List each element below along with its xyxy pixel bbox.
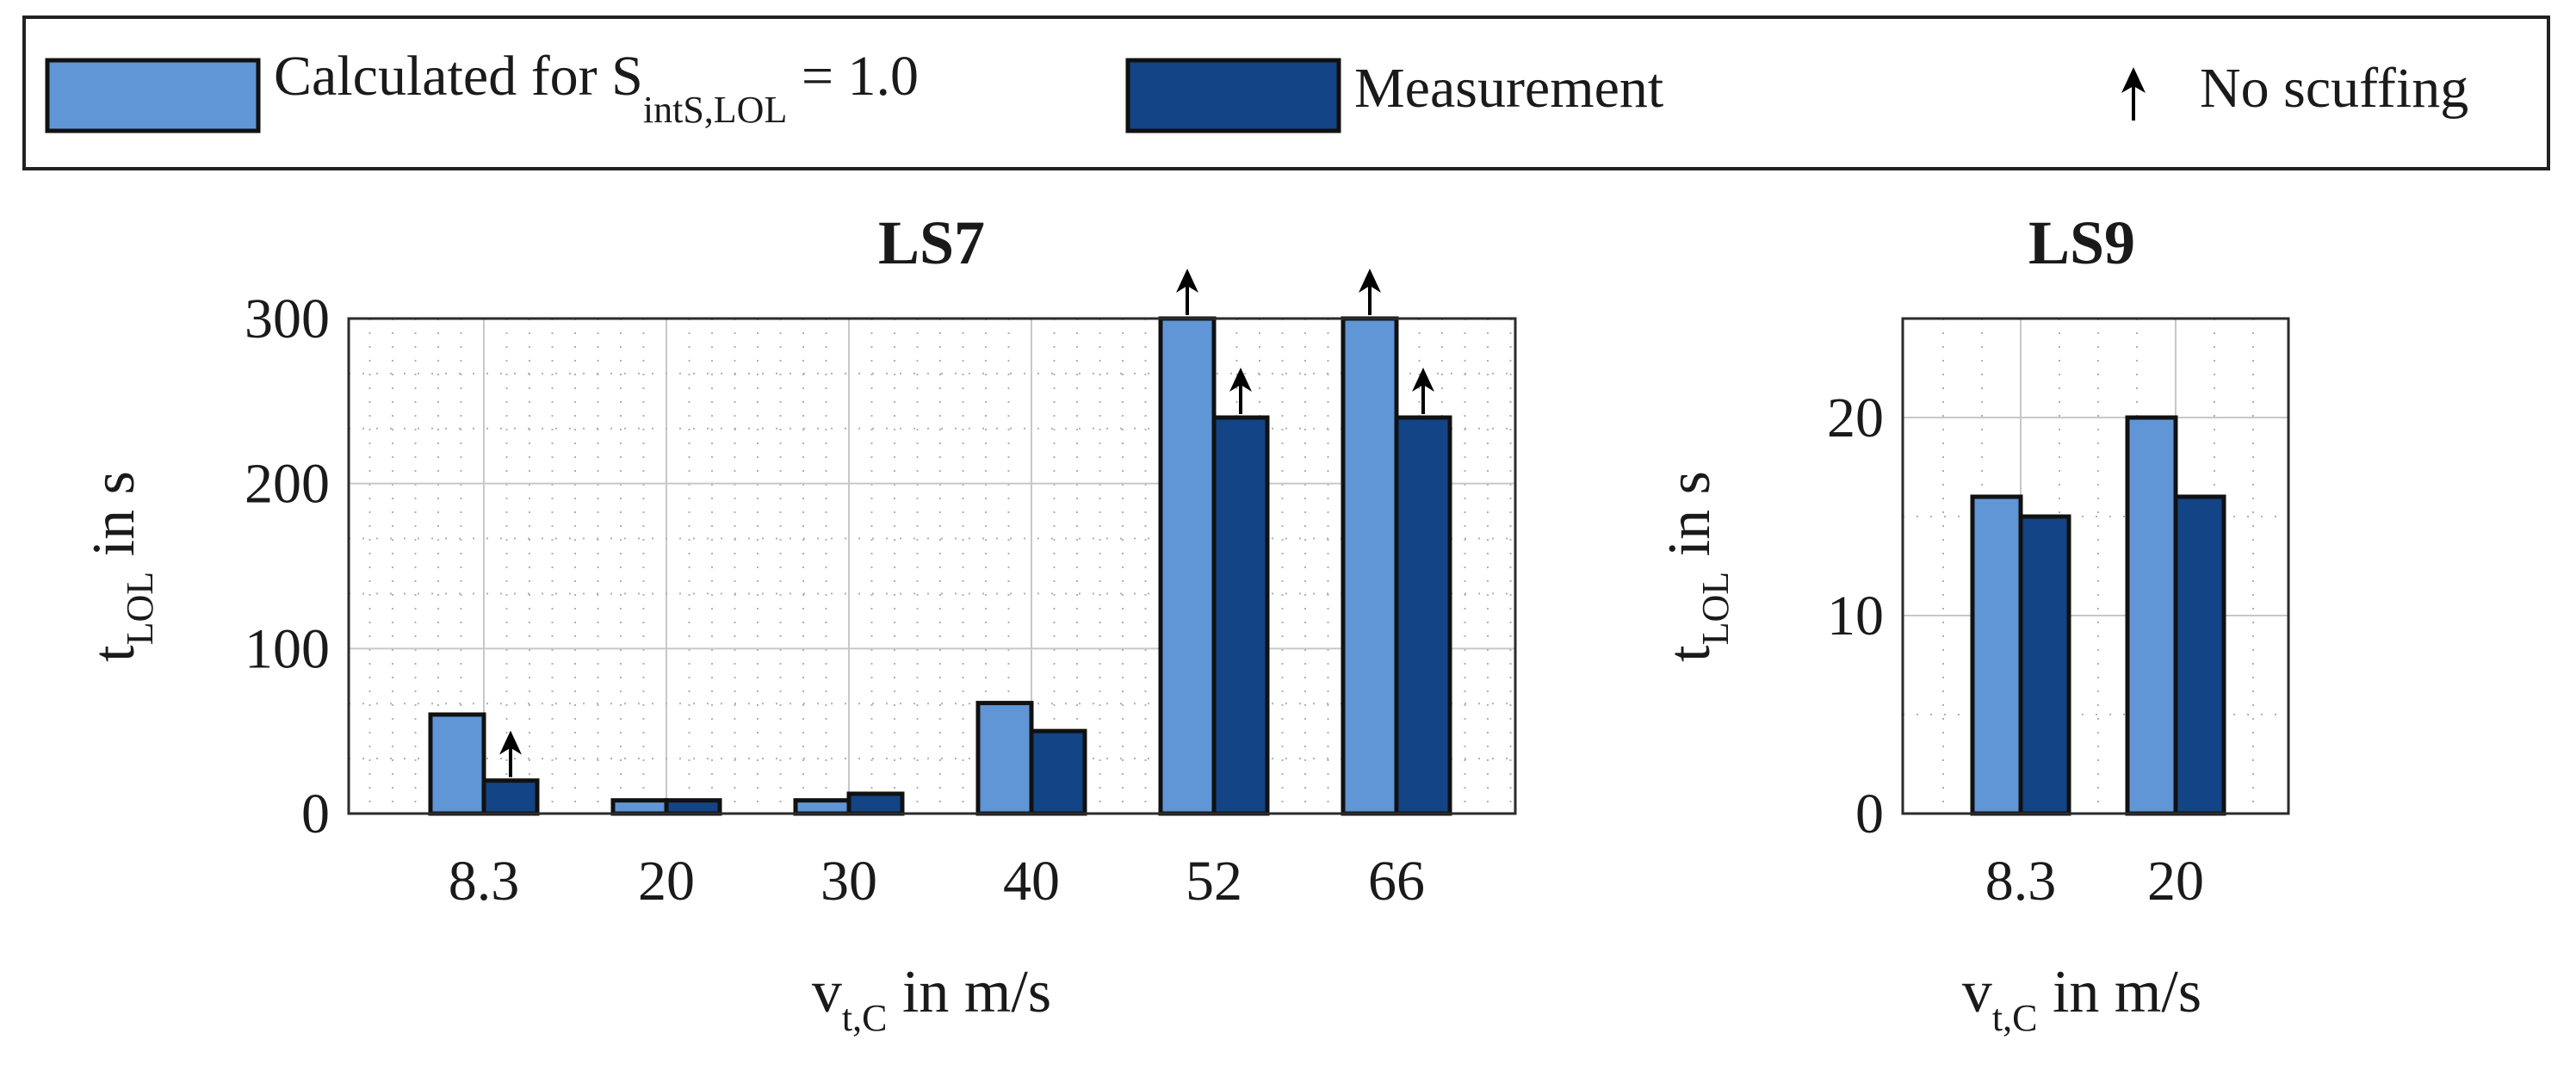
chart-ls7: LS7 0 100 200 300 8.3 20 30 40 52 66 tLOL in s v…	[81, 208, 1517, 1039]
x-tick-label: 52	[1186, 850, 1242, 913]
y-tick-label: 0	[1855, 783, 1884, 845]
chart-ls7-grid	[349, 319, 1515, 814]
chart-ls7-ylabel: tLOL in s	[81, 471, 161, 662]
y-tick-label: 100	[245, 617, 330, 680]
y-tick-label: 200	[245, 453, 330, 516]
legend-label-calculated: Calculated for SintS,LOL = 1.0	[274, 45, 919, 131]
chart-ls9-bars	[1970, 415, 2226, 816]
y-tick-label: 300	[245, 288, 330, 350]
bar-calculated-20	[2125, 415, 2178, 816]
bar-calculated-8.3	[428, 712, 486, 816]
y-tick-label: 10	[1827, 585, 1884, 647]
x-tick-label: 8.3	[1985, 850, 2057, 913]
chart-ls9-title: LS9	[2028, 208, 2135, 277]
bar-measurement-52	[1211, 415, 1270, 816]
bar-measurement-20	[664, 798, 722, 816]
bar-measurement-20	[2173, 494, 2226, 816]
x-tick-label: 20	[638, 850, 695, 913]
chart-ls7-yticks: 0 100 200 300	[245, 288, 330, 845]
chart-ls7-title: LS7	[878, 208, 985, 277]
chart-ls9-yticks: 0 10 20	[1827, 387, 1884, 845]
chart-ls9-grid	[1903, 319, 2288, 814]
chart-ls7-xticks: 8.3 20 30 40 52 66	[449, 850, 1425, 913]
x-tick-label: 30	[820, 850, 877, 913]
chart-ls7-frame	[347, 317, 1517, 815]
chart-ls7-xlabel: vt,C in m/s	[812, 959, 1051, 1039]
no-scuffing-arrow-icon-66	[1359, 269, 1381, 315]
legend-swatch-calculated	[45, 58, 261, 133]
no-scuffing-arrow-icon	[2121, 67, 2146, 121]
y-tick-label: 20	[1827, 387, 1884, 449]
bar-measurement-8.3	[481, 778, 540, 816]
chart-ls7-bars	[428, 316, 1452, 816]
bar-calculated-8.3	[1970, 494, 2023, 816]
x-tick-label: 40	[1003, 850, 1060, 913]
bar-measurement-40	[1029, 728, 1087, 816]
bar-measurement-30	[846, 791, 905, 816]
bar-calculated-40	[975, 701, 1034, 816]
chart-ls7-arrows	[499, 269, 1434, 777]
bar-calculated-52	[1158, 316, 1217, 816]
bar-calculated-30	[793, 798, 851, 816]
chart-ls9-frame	[1901, 317, 2290, 815]
chart-ls9-xlabel: vt,C in m/s	[1962, 959, 2201, 1039]
x-tick-label: 66	[1368, 850, 1425, 913]
chart-ls9-xticks: 8.3 20	[1985, 850, 2204, 913]
legend-label-no-scuffing: No scuffing	[2200, 57, 2468, 120]
no-scuffing-arrow-icon-52	[1176, 269, 1198, 315]
no-scuffing-arrow-icon-66	[1412, 368, 1434, 414]
x-tick-label: 8.3	[449, 850, 520, 913]
legend-swatch-measurement	[1125, 58, 1341, 133]
bar-calculated-20	[610, 798, 669, 816]
no-scuffing-arrow-icon-8.3	[499, 730, 522, 777]
no-scuffing-arrow-icon-52	[1229, 368, 1252, 414]
x-tick-label: 20	[2147, 850, 2204, 913]
y-tick-label: 0	[301, 783, 330, 845]
legend: Calculated for SintS,LOL = 1.0 Measureme…	[22, 15, 2550, 170]
legend-label-measurement: Measurement	[1354, 57, 1663, 120]
bar-measurement-8.3	[2018, 514, 2071, 816]
bar-calculated-66	[1341, 316, 1399, 816]
chart-ls9-ylabel: tLOL in s	[1656, 471, 1737, 662]
bar-measurement-66	[1394, 415, 1452, 816]
chart-ls9: LS9 0 10 20 8.3 20 tLOL in s vt,C in m/s	[1656, 208, 2290, 1039]
